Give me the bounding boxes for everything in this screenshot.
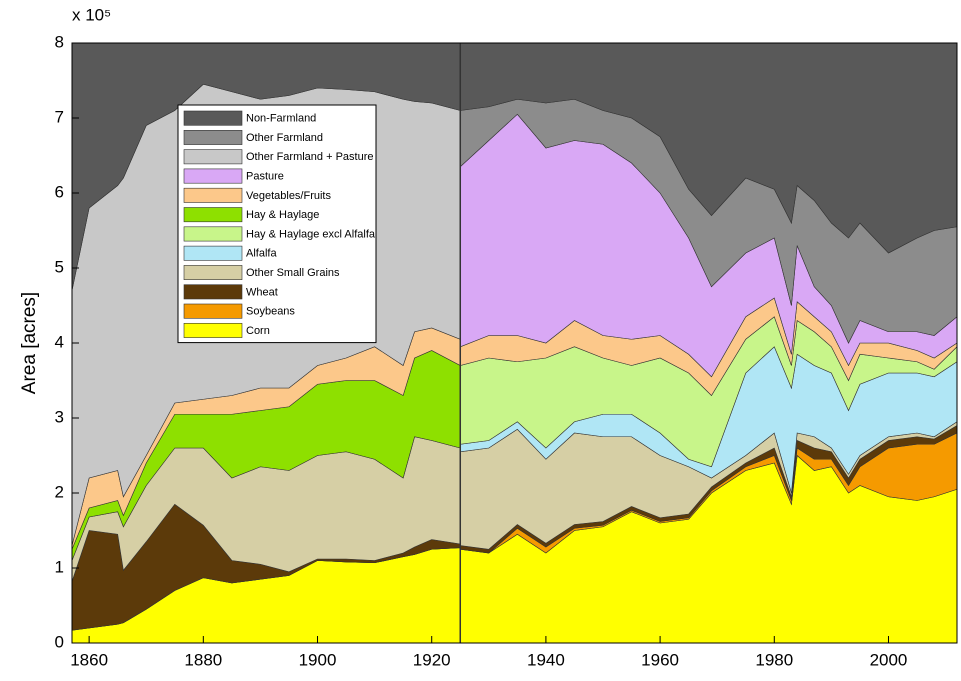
x-tick-label: 2000 [870, 650, 908, 669]
legend-swatch [183, 265, 243, 280]
legend-swatch [183, 226, 243, 242]
legend-swatch [183, 303, 243, 319]
y-tick-label: 0 [55, 632, 64, 651]
legend-swatch [183, 110, 243, 126]
legend-label: Hay & Haylage excl Alfalfa [246, 228, 376, 240]
legend-swatch [183, 245, 243, 261]
y-tick-label: 2 [55, 482, 64, 501]
legend-swatch [183, 168, 243, 184]
legend: Non-Farmland Other Farmland Other Farmland… [177, 104, 377, 344]
x-tick-label: 1900 [299, 650, 337, 669]
y-tick-label: 4 [55, 332, 64, 351]
y-axis-label: Area [acres] [19, 292, 40, 394]
legend-label: Hay & Haylage [246, 209, 319, 221]
legend-label: Alfalfa [246, 248, 277, 260]
legend-swatch [183, 130, 243, 145]
legend-label: Other Farmland [246, 132, 323, 144]
legend-label: Other Farmland + Pasture [246, 151, 373, 163]
legend-label: Soybeans [246, 306, 295, 318]
x-tick-label: 1940 [527, 650, 565, 669]
x-tick-label: 1960 [641, 650, 679, 669]
legend-label: Other Small Grains [246, 267, 340, 279]
legend-label: Pasture [246, 170, 284, 182]
y-tick-label: 6 [55, 182, 64, 201]
y-tick-label: 1 [55, 557, 64, 576]
legend-swatch [183, 207, 243, 223]
legend-label: Wheat [246, 286, 278, 298]
y-tick-label: 5 [55, 257, 64, 276]
x-tick-label: 1980 [755, 650, 793, 669]
y-multiplier: x 10⁵ [72, 5, 111, 24]
x-tick-label: 1880 [184, 650, 222, 669]
legend-swatch [183, 322, 243, 338]
legend-swatch [183, 284, 243, 300]
legend-label: Corn [246, 325, 270, 337]
x-tick-label: 1920 [413, 650, 451, 669]
legend-swatch [183, 187, 243, 203]
legend-swatch [183, 149, 243, 165]
y-tick-label: 7 [55, 107, 64, 126]
x-tick-label: 1860 [70, 650, 108, 669]
legend-label: Non-Farmland [246, 113, 316, 125]
legend-label: Vegetables/Fruits [246, 190, 331, 202]
y-tick-label: 8 [55, 32, 64, 51]
y-tick-label: 3 [55, 407, 64, 426]
